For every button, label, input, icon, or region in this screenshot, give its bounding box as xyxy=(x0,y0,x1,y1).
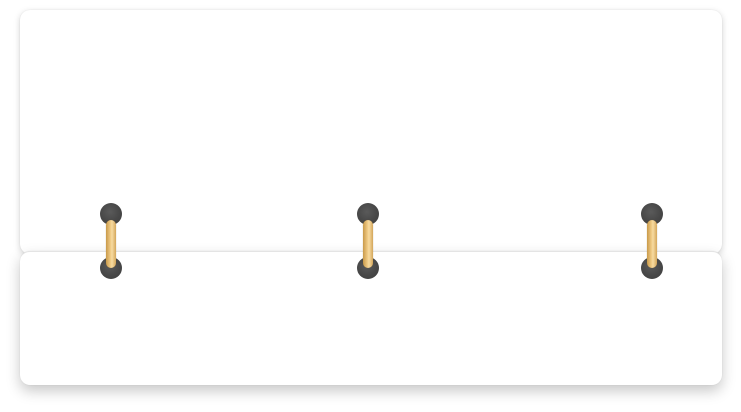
binder-wire xyxy=(106,220,116,268)
binder-ring-icon xyxy=(639,203,665,279)
binder-ring-icon xyxy=(355,203,381,279)
binder-hole-upper xyxy=(641,203,663,225)
binder-hole-lower xyxy=(100,257,122,279)
binder-wire xyxy=(363,220,373,268)
binder-hole-lower xyxy=(357,257,379,279)
binder-hole-lower xyxy=(641,257,663,279)
binder-wire xyxy=(647,220,657,268)
binder-ring-icon xyxy=(98,203,124,279)
binder-hole-upper xyxy=(100,203,122,225)
binder-hole-upper xyxy=(357,203,379,225)
